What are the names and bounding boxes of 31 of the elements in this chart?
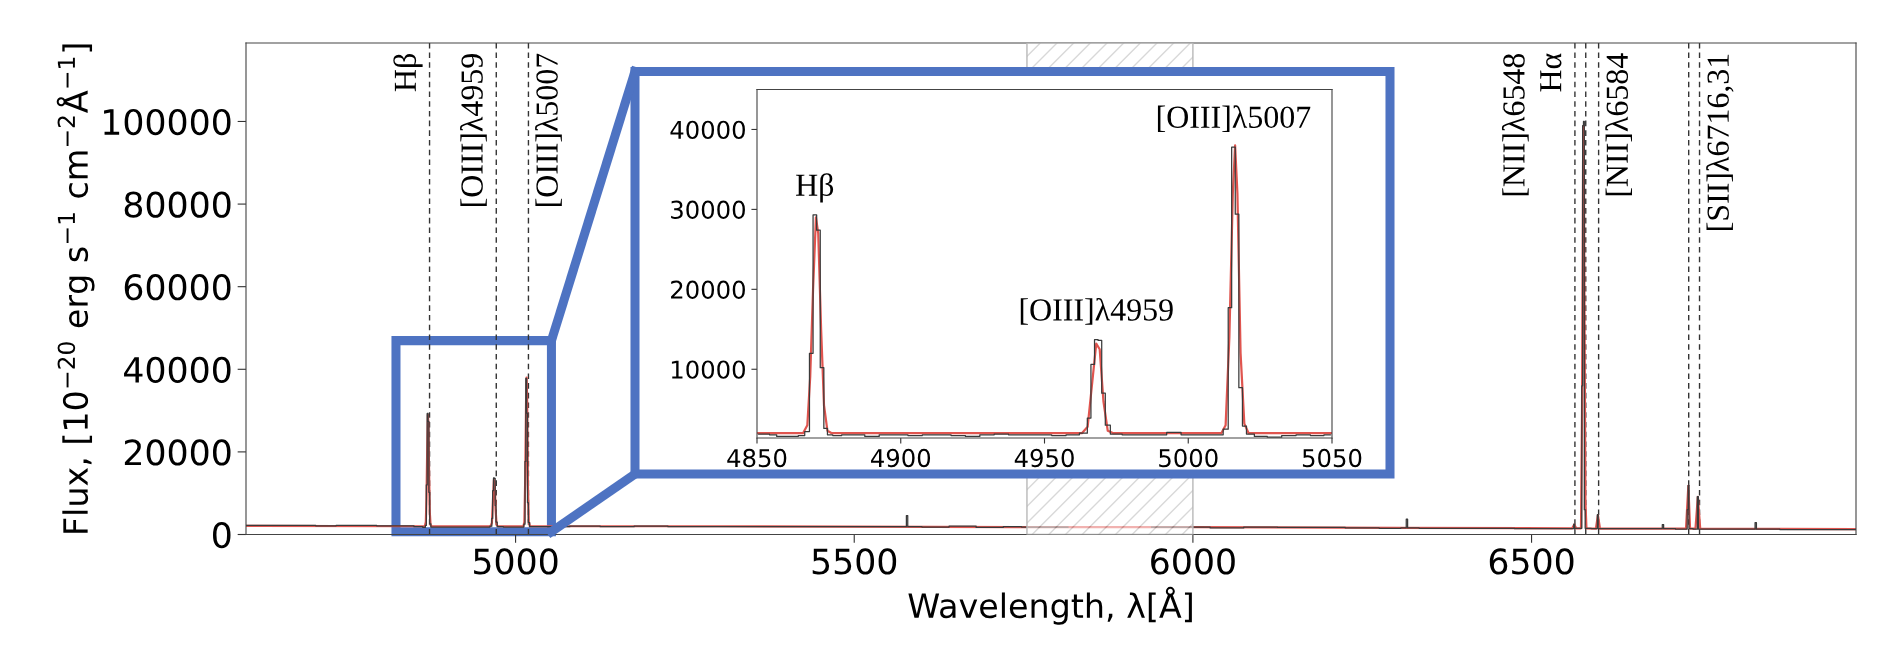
ref-line-label: [OIII]λ4959 [460,54,487,206]
x-tick-label: 4850 [727,448,787,468]
x-tick-label: 4900 [871,448,931,468]
y-tick-label: 20000 [124,439,231,466]
x-tick-label: 5000 [1159,448,1218,468]
y-tick-label: 10000 [671,360,745,379]
y-tick-label: 60000 [124,274,231,301]
y-tick-label: 40000 [670,120,745,140]
x-tick-label: 4950 [1014,448,1074,468]
ref-line-label: Hα [1540,53,1562,92]
x-tick-label: 5500 [812,548,897,575]
y-tick-label: 40000 [124,356,231,383]
annotation: [OIII]λ4959 [1020,297,1173,325]
ref-line-label: [NII]λ6584 [1605,53,1632,196]
x-tick-label: 6000 [1151,548,1235,575]
x-tick-label: 6500 [1489,548,1574,575]
ref-line-label: [SII]λ6716,31 [1706,54,1734,230]
y-tick-label: 100000 [104,108,231,136]
y-tick-label: 20000 [671,280,745,299]
ref-line-label: [NII]λ6548 [1501,53,1529,196]
x-axis-title: Wavelength, λ[Å] [908,586,1192,625]
x-tick-label: 5000 [474,548,558,575]
ref-line-label: [OIII]λ5007 [535,53,562,206]
y-tick-label: 0 [213,521,231,549]
text: Flux, [10$^{−20}$ erg s$^{−1}$ cm$^{−2}$Å$^{−1}$] [56,44,95,533]
ref-line-label: Hβ [393,54,423,92]
y-tick-label: 30000 [671,200,745,219]
annotation: Hβ [796,173,834,203]
annotation: [OIII]λ5007 [1157,105,1311,133]
y-tick-label: 80000 [124,191,231,218]
x-tick-label: 5050 [1302,448,1362,468]
